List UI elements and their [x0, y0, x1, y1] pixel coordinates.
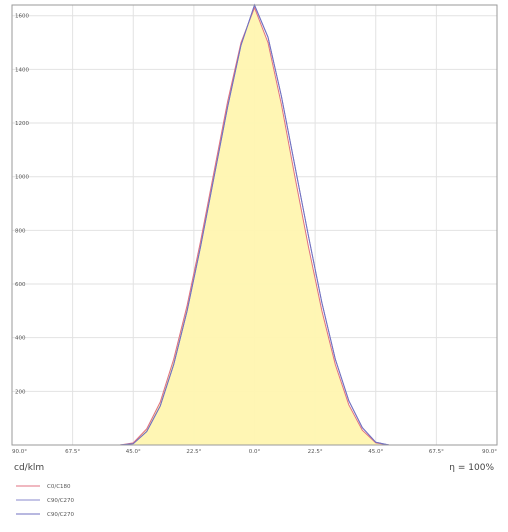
legend-label: C90/C270 [47, 498, 75, 504]
x-tick-label: 0.0° [249, 449, 261, 455]
y-tick-label: 400 [15, 336, 26, 342]
x-tick-label: 45.0° [126, 449, 141, 455]
legend-label: C0/C180 [47, 484, 71, 490]
y-tick-label: 800 [15, 228, 26, 234]
y-tick-label: 600 [15, 282, 26, 288]
y-tick-label: 1600 [15, 14, 29, 20]
x-tick-label: 90.0° [12, 449, 27, 455]
y-tick-label: 1400 [15, 67, 29, 73]
y-tick-label: 1000 [15, 175, 29, 181]
x-tick-label: 67.5° [65, 449, 80, 455]
y-tick-label: 200 [15, 389, 26, 395]
x-tick-label: 90.0° [482, 449, 497, 455]
series-line [12, 6, 497, 446]
legend: C0/C180 C90/C270 C90/C270 [16, 484, 75, 518]
legend-label: C90/C270 [47, 512, 75, 518]
x-tick-label: 45.0° [368, 449, 383, 455]
x-tick-label: 67.5° [429, 449, 444, 455]
x-tick-label: 22.5° [186, 449, 201, 455]
efficiency-label: η = 100% [449, 463, 494, 473]
unit-label: cd/klm [14, 463, 44, 473]
tick-layer: 90.0° 67.5° 45.0° 22.5° 0.0° 22.5° 45.0° 67.5° 9… [12, 14, 497, 455]
series-area [12, 7, 497, 445]
y-tick-label: 1200 [15, 121, 29, 127]
x-tick-label: 22.5° [308, 449, 323, 455]
plot-frame [11, 4, 498, 446]
